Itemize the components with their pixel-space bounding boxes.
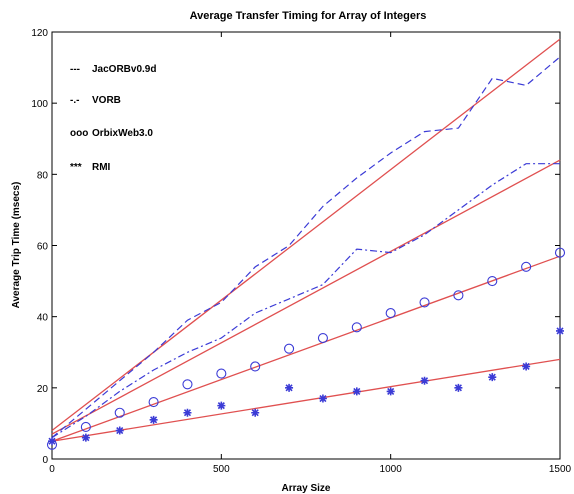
data-point-RMI [386,387,395,396]
data-point-OrbixWeb3.0 [385,308,396,319]
data-point-OrbixWeb3.0 [317,332,328,344]
data-point-OrbixWeb3.0 [554,247,566,258]
y-tick-label: 0 [42,455,48,466]
data-point-RMI [149,415,158,424]
data-point-RMI [217,401,226,410]
y-tick-label: 80 [37,170,49,181]
data-point-RMI [285,383,294,392]
data-point-RMI [318,394,327,403]
legend-label: RMI [92,162,111,173]
data-point-OrbixWeb3.0 [250,361,261,372]
series [46,56,566,450]
data-point-RMI [352,387,361,396]
data-point-RMI [556,326,564,335]
y-tick-label: 120 [31,28,48,39]
x-tick-label: 1500 [549,464,572,475]
data-point-RMI [522,362,531,371]
data-point-OrbixWeb3.0 [521,261,532,272]
fit-line [51,38,561,432]
data-point-RMI [81,433,90,442]
y-ticks: 0 20 40 60 80 100 120 [31,28,560,466]
x-tick-label: 0 [49,464,55,475]
y-tick-label: 20 [37,384,49,395]
legend-label: OrbixWeb3.0 [92,128,153,139]
x-tick-label: 1000 [380,464,403,475]
data-point-RMI [251,408,260,417]
legend-symbol: --- [70,64,80,75]
y-axis-label: Average Trip Time (msecs) [11,182,22,309]
data-point-OrbixWeb3.0 [114,407,125,418]
x-axis-label: Array Size [282,483,331,494]
data-point-OrbixWeb3.0 [487,276,498,287]
data-point-OrbixWeb3.0 [453,290,464,301]
legend-symbol: ooo [70,128,88,139]
series-line-JacORBv0.9d [51,56,561,439]
y-tick-label: 40 [37,313,49,324]
fit-line [51,358,561,442]
data-point-RMI [183,408,192,417]
y-tick-label: 60 [37,242,49,253]
chart-title: Average Transfer Timing for Array of Int… [190,10,427,22]
legend-label: JacORBv0.9d [92,64,156,75]
data-point-RMI [115,426,124,435]
data-point-OrbixWeb3.0 [80,421,91,433]
fit-line [51,255,561,442]
x-ticks: 0 500 1000 1500 [49,32,572,475]
data-point-RMI [454,383,463,392]
data-point-OrbixWeb3.0 [216,368,227,379]
fit-line [51,159,561,435]
data-point-OrbixWeb3.0 [284,343,295,354]
series-line-VORB [51,163,560,439]
data-point-RMI [420,376,429,385]
data-point-RMI [48,437,56,446]
plot-area [51,31,561,460]
data-point-OrbixWeb3.0 [351,322,362,333]
legend-symbol: *** [70,162,82,173]
data-point-OrbixWeb3.0 [182,379,193,390]
data-point-OrbixWeb3.0 [419,297,430,308]
fit-lines [51,38,561,442]
data-point-RMI [488,373,497,382]
legend: --- JacORBv0.9d -.- VORB ooo OrbixWeb3.0 *** RM… [70,64,156,173]
y-tick-label: 100 [31,99,48,110]
legend-symbol: -.- [70,95,79,106]
legend-label: VORB [92,95,121,106]
data-point-OrbixWeb3.0 [148,397,159,408]
x-tick-label: 500 [213,464,230,475]
